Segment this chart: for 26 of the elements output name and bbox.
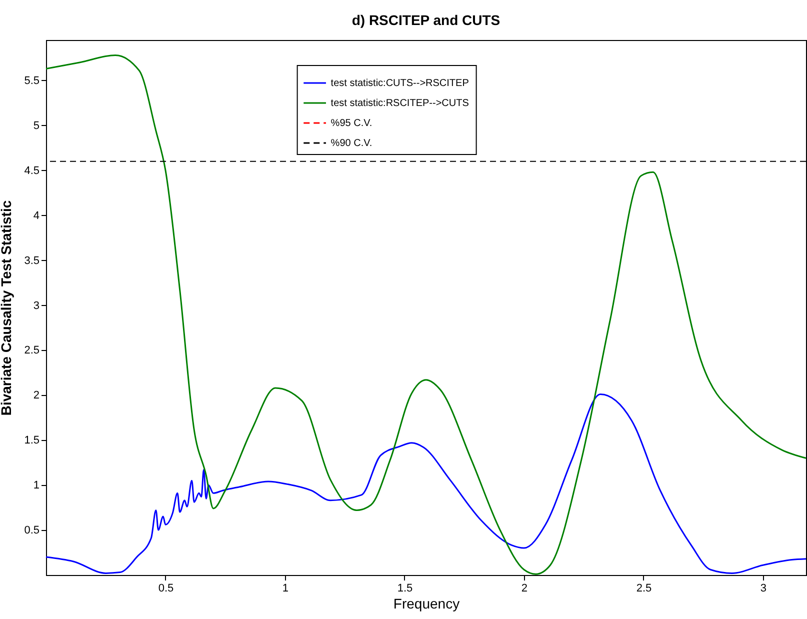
y-tick-label: 3.5 xyxy=(24,254,40,267)
x-tick-label: 2.5 xyxy=(636,582,652,594)
legend-label: test statistic:RSCITEP-->CUTS xyxy=(330,98,470,109)
y-tick-label: 3 xyxy=(33,300,40,312)
y-tick-label: 1.5 xyxy=(24,434,40,447)
legend-label: %90 C.V. xyxy=(330,138,372,149)
y-tick-label: 2.5 xyxy=(24,344,40,357)
x-tick-label: 1 xyxy=(282,582,289,594)
x-tick-label: 0.5 xyxy=(158,582,174,594)
y-tick-label: 0.5 xyxy=(24,524,40,537)
line-series xyxy=(45,54,807,575)
chart-title: d) RSCITEP and CUTS xyxy=(352,12,500,28)
y-tick-label: 1 xyxy=(33,480,40,492)
x-tick-label: 1.5 xyxy=(397,582,413,594)
y-tick-label: 4.5 xyxy=(24,164,40,177)
y-tick-label: 4 xyxy=(33,210,40,222)
text: %95 C.V. xyxy=(330,118,372,129)
legend-label: test statistic:CUTS-->RSCITEP xyxy=(330,78,470,89)
y-tick-label: 5.5 xyxy=(24,74,40,87)
x-axis-title: Frequency xyxy=(393,596,460,612)
y-axis-title: Bivariate Causality Test Statistic xyxy=(0,200,14,416)
x-tick-label: 2 xyxy=(521,582,528,594)
line-series xyxy=(45,394,807,574)
y-tick-label: 5 xyxy=(33,120,40,132)
x-tick-label: 3 xyxy=(760,582,767,594)
y-tick-label: 2 xyxy=(33,390,40,402)
